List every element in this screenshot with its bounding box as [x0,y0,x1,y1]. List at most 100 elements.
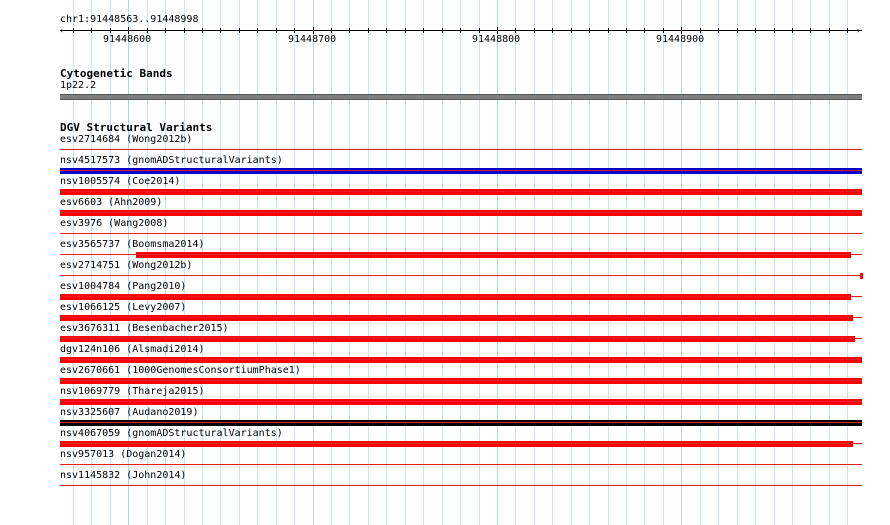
grid-line [110,0,111,525]
variant-label[interactable]: nsv3325607 (Audano2019) [60,407,199,418]
variant-bar[interactable] [60,378,862,384]
ruler-tick [386,28,387,33]
grid-line [220,0,221,525]
ruler-tick [460,28,461,33]
ruler-tick [423,28,424,33]
variant-separator [60,296,862,297]
grid-line [829,0,830,525]
grid-line [589,0,590,525]
ruler-tick-label: 91448800 [472,34,521,45]
variant-label[interactable]: nsv1005574 (Coe2014) [60,176,181,187]
ruler-tick [405,28,406,33]
variant-label[interactable]: nsv957013 (Dogan2014) [60,449,187,460]
variant-separator [60,212,862,213]
ruler-tick-label: 91448600 [103,34,152,45]
variant-separator [60,275,862,276]
ruler-tick [608,28,609,33]
variant-label[interactable]: esv2714684 (Wong2012b) [60,134,193,145]
ruler-tick [829,28,830,33]
variant-bar[interactable] [60,210,862,216]
grid-line [73,0,74,525]
variant-label[interactable]: nsv1145832 (John2014) [60,470,187,481]
grid-line [147,0,148,525]
variant-label[interactable]: dgv124n106 (Alsmadi2014) [60,344,205,355]
variant-separator [60,401,862,402]
grid-line [349,0,350,525]
grid-line [368,0,369,525]
variant-label[interactable]: esv2714751 (Wong2012b) [60,260,193,271]
ruler-tick [165,28,166,33]
variant-label[interactable]: esv1004784 (Pang2010) [60,281,187,292]
ruler-tick [792,28,793,33]
ruler-tick [497,27,498,34]
dgv-track-title: DGV Structural Variants [60,121,213,134]
ruler-tick [663,28,664,33]
variant-bar[interactable] [136,252,851,258]
grid-line [571,0,572,525]
grid-line [774,0,775,525]
ruler-tick [626,28,627,33]
variant-separator [60,254,862,255]
grid-line [331,0,332,525]
variant-bar[interactable] [60,189,862,195]
ruler-tick [294,28,295,33]
grid-line [534,0,535,525]
grid-line [405,0,406,525]
grid-line [608,0,609,525]
variant-separator [60,485,862,486]
ruler-tick [349,28,350,33]
ruler-tick [128,27,129,34]
grid-line [515,0,516,525]
variant-bar[interactable] [60,168,862,174]
ruler-tick [700,28,701,33]
ruler-tick [91,28,92,33]
grid-line [386,0,387,525]
grid-line [257,0,258,525]
variant-bar[interactable] [860,273,863,279]
variant-label[interactable]: esv6603 (Ahn2009) [60,197,163,208]
grid-line [681,0,682,525]
grid-line [165,0,166,525]
ruler-tick [515,28,516,33]
ruler-tick [110,28,111,33]
variant-bar[interactable] [60,420,862,426]
grid-line [663,0,664,525]
grid-line [184,0,185,525]
variant-label[interactable]: esv3976 (Wang2008) [60,218,169,229]
variant-bar[interactable] [60,315,853,321]
variant-separator [60,170,862,171]
variant-bar[interactable] [60,399,862,405]
ruler-tick [737,28,738,33]
variant-label[interactable]: esv2670661 (1000GenomesConsortiumPhase1) [60,365,301,376]
variant-separator [60,464,862,465]
ruler-tick-label: 91448900 [656,34,705,45]
grid-line [294,0,295,525]
ruler-tick [276,28,277,33]
ruler-left-arrow-icon: ‹ [59,26,64,35]
ruler-tick [73,28,74,33]
ruler-tick [313,27,314,34]
variant-label[interactable]: nsv4517573 (gnomADStructuralVariants) [60,155,283,166]
cytoband-track-title: Cytogenetic Bands [60,67,173,80]
grid-line [644,0,645,525]
variant-label[interactable]: nsv1069779 (Thareja2015) [60,386,205,397]
variant-label[interactable]: esv1066125 (Levy2007) [60,302,187,313]
variant-separator [60,233,862,234]
variant-bar[interactable] [60,294,851,300]
ruler-tick [368,28,369,33]
variant-label[interactable]: esv3565737 (Boomsma2014) [60,239,205,250]
ruler-tick [257,28,258,33]
grid-line [847,0,848,525]
variant-bar[interactable] [60,441,853,447]
grid-line [202,0,203,525]
variant-label[interactable]: esv3676311 (Besenbacher2015) [60,323,229,334]
variant-separator [60,191,862,192]
ruler-tick [644,28,645,33]
variant-separator [60,338,862,339]
grid-line [479,0,480,525]
cytoband-bar[interactable] [60,94,862,100]
variant-bar[interactable] [60,357,862,363]
variant-bar[interactable] [60,336,855,342]
variant-label[interactable]: nsv4067059 (gnomADStructuralVariants) [60,428,283,439]
